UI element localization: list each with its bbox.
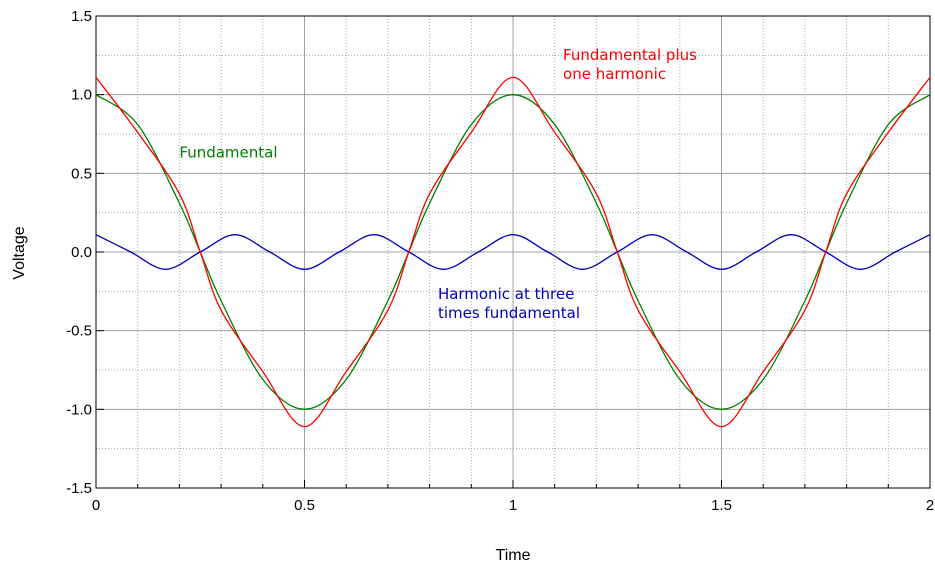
y-tick-label: -0.5 [66,323,92,340]
y-tick-label: -1.5 [66,480,92,497]
y-tick-label: -1.0 [66,401,92,418]
y-tick-label: 1.5 [71,8,92,25]
x-tick-label: 2 [926,497,934,514]
x-tick-label: 0 [92,497,100,514]
y-axis-label: Voltage [11,226,28,279]
x-tick-label: 0.5 [294,497,315,514]
annotation-line: Fundamental plus [563,46,697,64]
x-axis-label: Time [496,547,531,564]
annotation-line: one harmonic [563,65,666,83]
y-tick-label: 0.5 [71,165,92,182]
x-tick-label: 1 [509,497,517,514]
x-tick-label: 1.5 [711,497,732,514]
annotation-0: Fundamental plus one harmonic [563,46,697,83]
series-line-2 [95,76,931,428]
y-tick-label: 1.0 [71,87,92,104]
series-lines [95,76,931,428]
annotations: Fundamental plus one harmonic Fundamental H… [179,46,697,322]
axis-ticks [95,15,931,489]
annotation-2: Harmonic at three times fundamental [438,285,580,322]
y-tick-label: 0.0 [71,244,92,261]
tick-labels: 0 0.5 1 1.5 2 1.5 1.0 0.5 0.0 -0.5 -1.0 -1.5 [66,8,934,514]
series-line-1 [95,234,931,270]
annotation-line: times fundamental [438,304,580,322]
annotation-line: Fundamental [179,144,277,162]
annotation-1: Fundamental [179,144,277,162]
annotation-line: Harmonic at three [438,285,574,303]
series-line-0 [95,94,931,410]
